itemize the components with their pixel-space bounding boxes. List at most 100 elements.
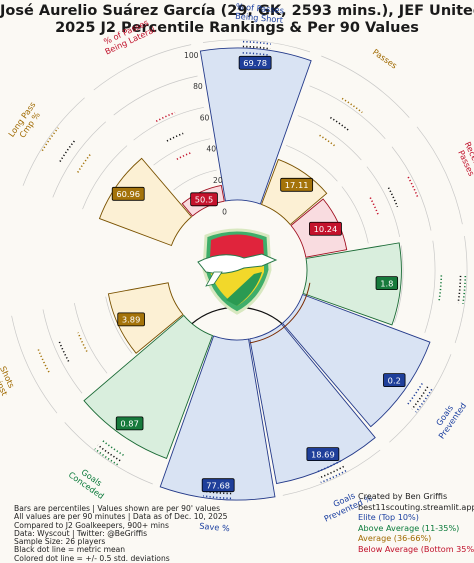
reference-dot-line: [57, 339, 70, 362]
category-label-line: Being Short: [235, 11, 284, 25]
reference-dot-line: [59, 140, 76, 162]
reference-dot-line: [319, 134, 336, 147]
reference-dot-line: [406, 383, 423, 406]
value-label: 0.2: [388, 375, 401, 385]
legend: Created by Ben Griffis best11scouting.st…: [358, 491, 474, 554]
value-box: [117, 312, 145, 327]
reference-dot-line: [369, 197, 379, 215]
footer-note: All values are per 90 minutes | Data as …: [14, 512, 228, 522]
grid-arc: [22, 97, 85, 186]
grid-arc: [366, 166, 401, 237]
reference-dot-line: [330, 116, 349, 131]
value-label: 3.89: [122, 315, 140, 325]
value-box: [309, 221, 342, 236]
value-label: 50.5: [195, 195, 213, 205]
value-box: [190, 192, 218, 207]
reference-dot-lines: [37, 40, 467, 500]
grid-arc: [52, 121, 107, 198]
value-box: [238, 55, 272, 70]
reference-dot-line: [176, 152, 192, 160]
grid-arc: [282, 449, 381, 496]
radial-tick-label: 20: [213, 176, 223, 185]
value-label: 17.11: [285, 180, 309, 190]
grid-arc: [82, 145, 128, 210]
reference-dot-line: [462, 275, 467, 304]
value-label: 1.8: [380, 278, 393, 288]
radial-tick-label: 60: [200, 113, 210, 122]
bar: [249, 323, 376, 485]
reference-dot-line: [77, 153, 92, 173]
reference-dot-line: [438, 275, 443, 301]
title-line-2: 2025 J2 Percentile Rankings & Per 90 Val…: [55, 20, 419, 36]
reference-dot-line: [242, 52, 270, 56]
value-label: 60.96: [116, 189, 140, 199]
inner-arc-accent: [249, 282, 311, 344]
reference-dot-line: [318, 465, 345, 479]
category-label: Passes: [371, 47, 399, 71]
radial-tick-label: 0: [222, 207, 227, 216]
value-box: [375, 276, 399, 291]
grid-arc: [309, 85, 386, 140]
reference-dot-line: [166, 132, 184, 142]
legend-average: Average (36-66%): [358, 533, 432, 543]
reference-dot-line: [155, 111, 176, 123]
grid-arc: [105, 296, 133, 354]
bar: [107, 282, 184, 354]
reference-dot-line: [341, 97, 363, 114]
value-box: [383, 373, 406, 388]
grid-arc: [389, 354, 452, 443]
value-box: [111, 186, 145, 201]
grid-arc: [11, 315, 58, 414]
legend-elite: Elite (Top 10%): [358, 512, 419, 522]
value-boxes: 60.96 50.5 69.78 17.11 10.24 1.8 0.2 18.69 77.68…: [111, 55, 406, 493]
radial-tick-labels: 0 20 40 60 80 100: [184, 51, 227, 217]
grid-arc: [113, 75, 198, 116]
category-label-line: Save %: [199, 521, 230, 534]
grid-arc: [153, 138, 211, 166]
reference-dot-line: [242, 45, 271, 50]
grid-arc: [416, 126, 463, 225]
value-label: 77.68: [206, 480, 230, 490]
value-label: 10.24: [314, 224, 338, 234]
reference-dot-line: [97, 444, 121, 462]
grid-arc: [202, 39, 311, 53]
grid-arc: [285, 144, 338, 182]
radial-tick-label: 80: [193, 82, 203, 91]
reference-dot-line: [457, 275, 462, 304]
footer-note: Data: Wyscout | Twitter: @BeGriffis: [14, 528, 148, 538]
reference-dot-line: [407, 176, 419, 199]
reference-dot-line: [320, 470, 347, 484]
reference-dot-line: [411, 386, 429, 410]
value-box: [306, 447, 340, 462]
grid-arc: [93, 44, 192, 91]
grid-arc: [73, 303, 108, 374]
category-label: Save %: [199, 521, 230, 534]
grid-arc: [173, 169, 217, 191]
category-label-line: Passes: [371, 47, 399, 71]
bar: [260, 158, 328, 226]
legend-below-average: Below Average (Bottom 35%): [358, 543, 474, 554]
grid-arc: [454, 235, 468, 344]
legend-above-average: Above Average (11-35%): [358, 522, 460, 533]
reference-dot-line: [77, 332, 88, 352]
grid-arc: [64, 422, 153, 485]
value-label: 69.78: [243, 58, 267, 68]
title-line-1: José Aurelio Suárez García (29, GK, 2593…: [0, 3, 474, 19]
grid-arc: [341, 186, 369, 244]
value-label: 0.87: [120, 419, 138, 429]
bar: [281, 293, 431, 428]
bar: [302, 242, 402, 326]
reference-dot-line: [316, 460, 342, 473]
value-label: 18.69: [311, 449, 335, 459]
chart-title: José Aurelio Suárez García (29, GK, 2593…: [0, 3, 474, 37]
grid-arc: [321, 55, 410, 118]
value-box: [280, 177, 314, 192]
footer-note: Sample Size: 26 players: [14, 537, 106, 547]
